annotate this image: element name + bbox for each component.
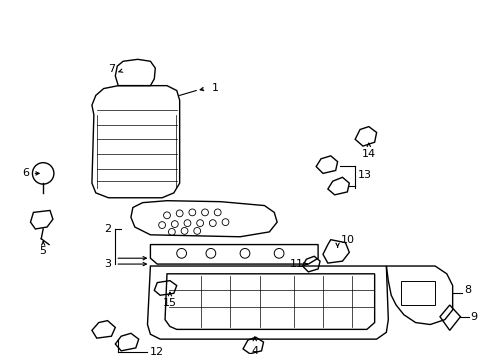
Text: 6: 6 <box>22 168 29 179</box>
Text: 4: 4 <box>251 346 258 356</box>
Text: 11: 11 <box>289 259 303 269</box>
Text: 13: 13 <box>357 170 371 180</box>
Text: 5: 5 <box>40 246 46 256</box>
Text: 15: 15 <box>163 298 177 308</box>
Text: 8: 8 <box>464 285 471 296</box>
Text: 10: 10 <box>340 235 354 245</box>
Text: 7: 7 <box>108 64 115 74</box>
Text: 9: 9 <box>469 312 477 322</box>
Text: 12: 12 <box>150 347 164 357</box>
Text: 1: 1 <box>212 82 219 93</box>
Text: 2: 2 <box>104 224 111 234</box>
Text: 14: 14 <box>361 149 375 159</box>
Text: 3: 3 <box>104 259 111 269</box>
